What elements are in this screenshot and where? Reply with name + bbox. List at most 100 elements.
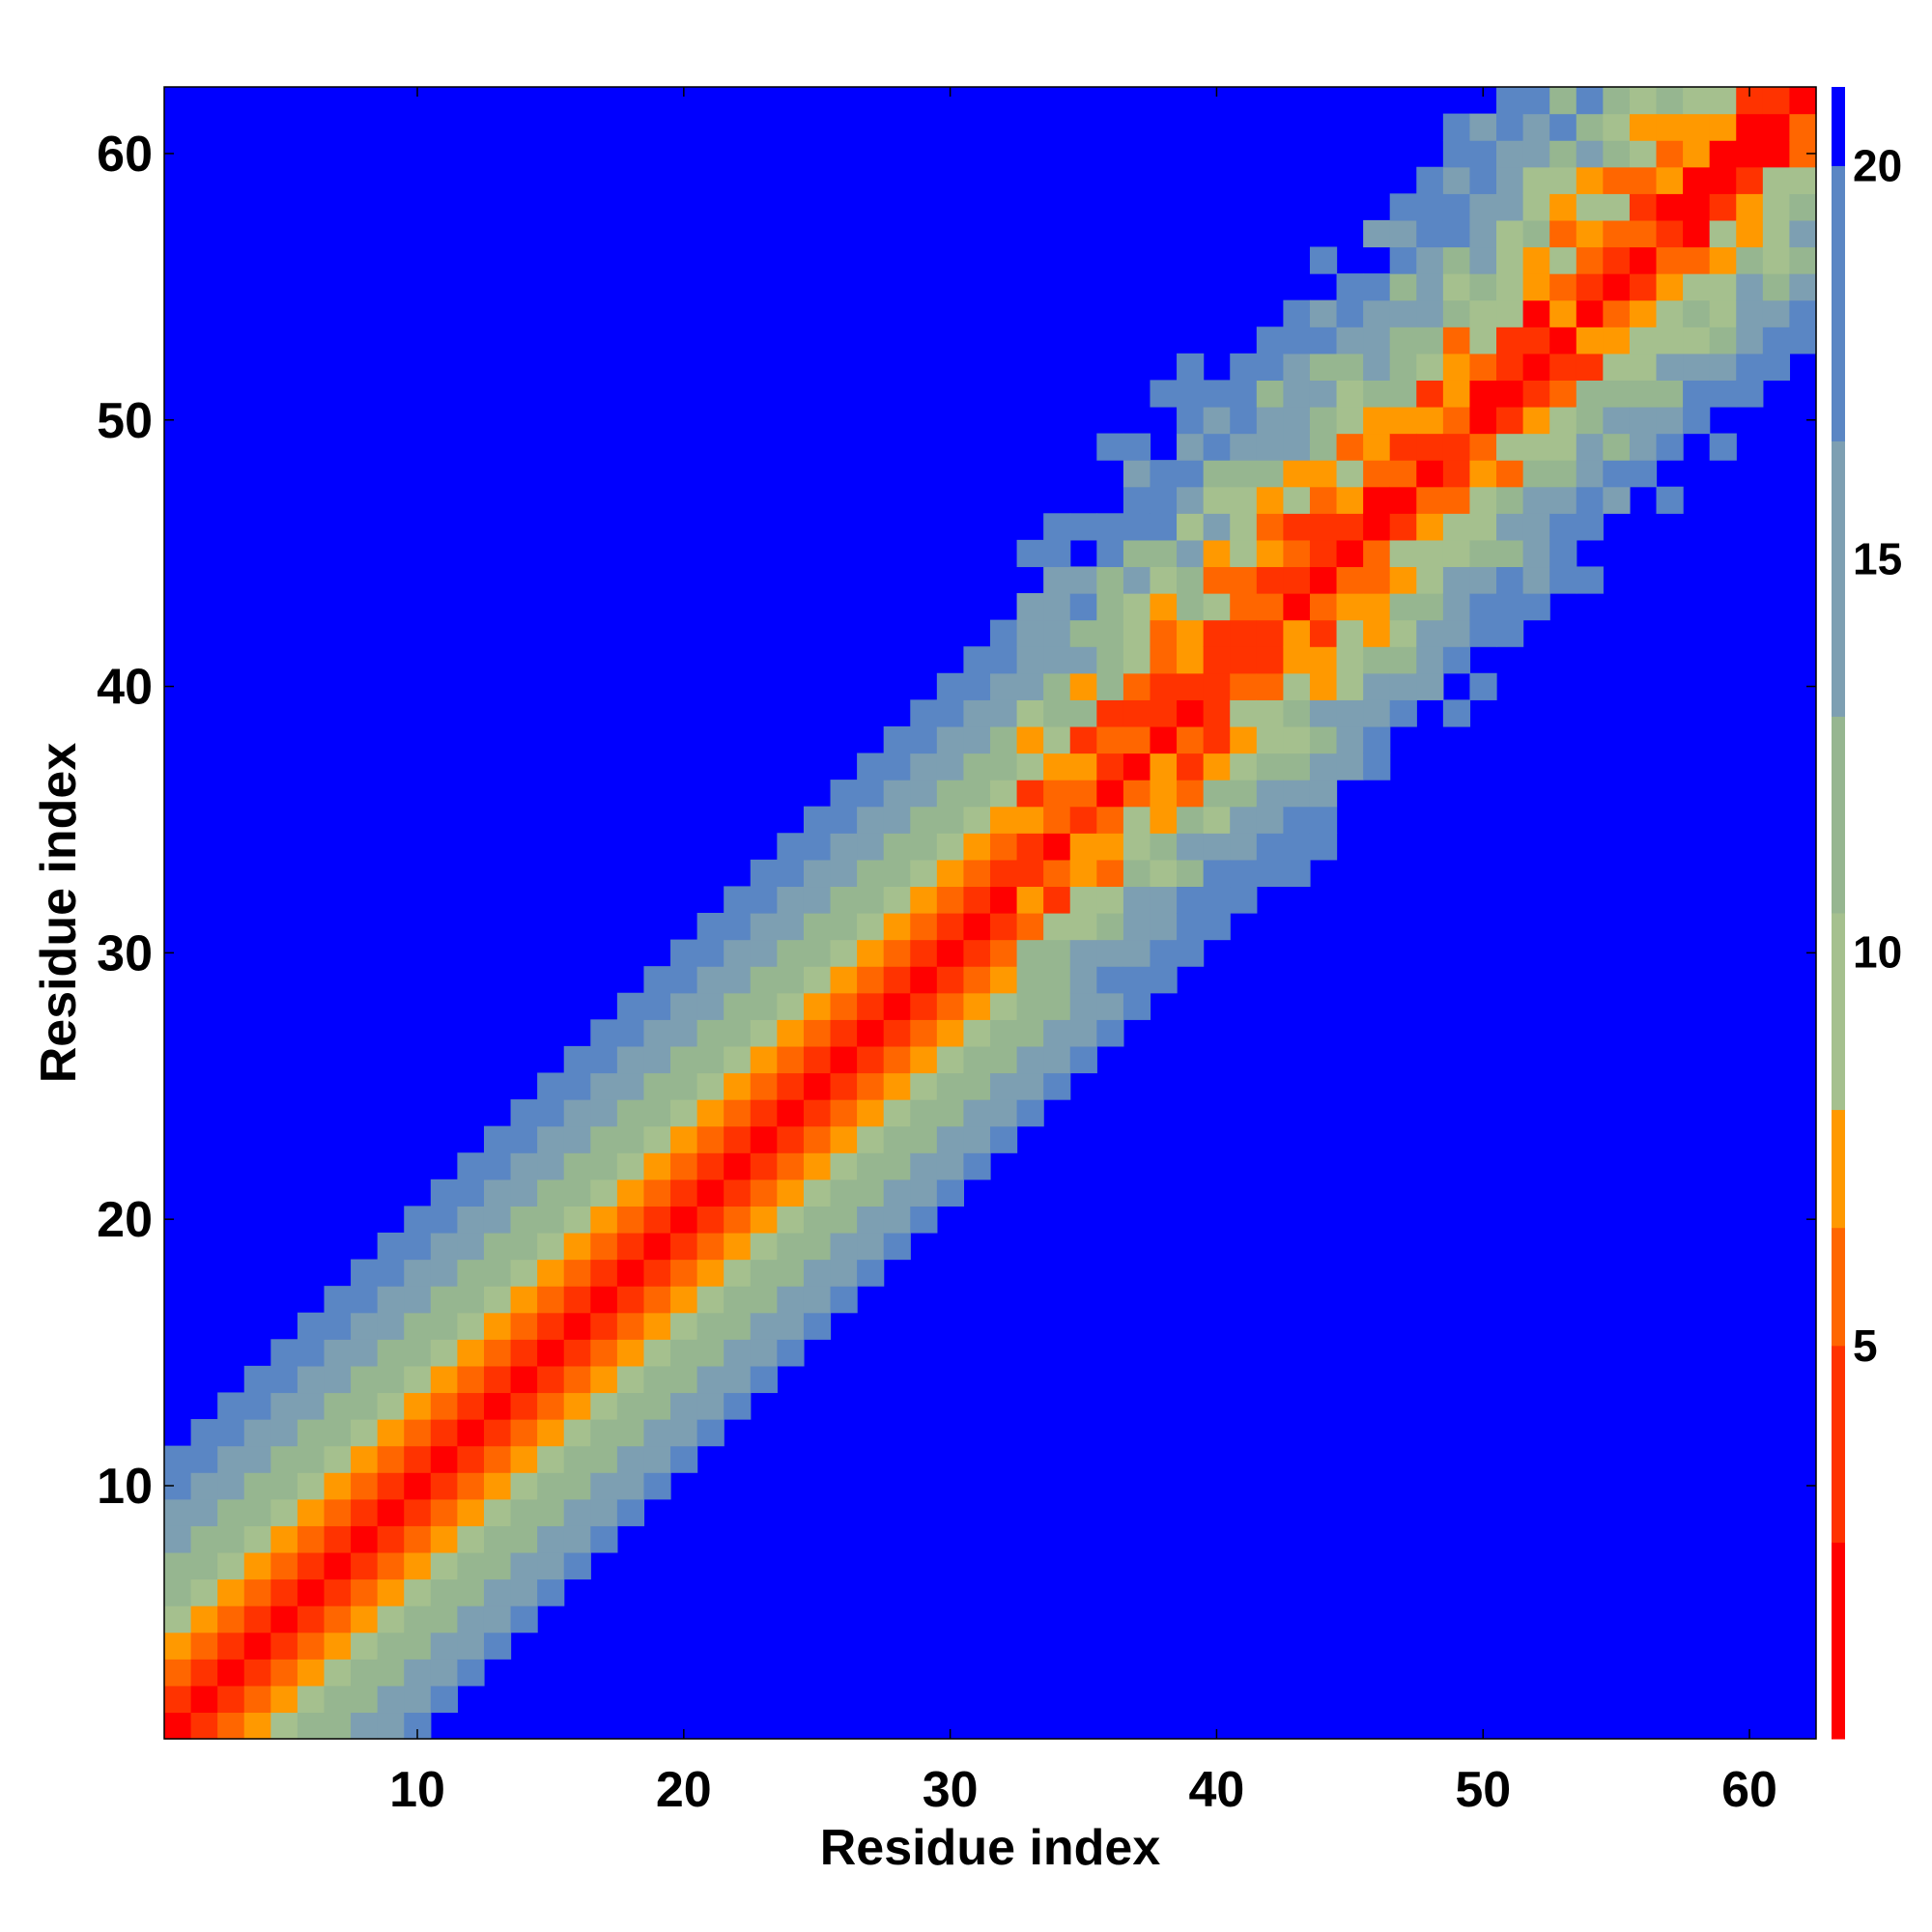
heatmap-cell (164, 1685, 192, 1714)
heatmap-cell (1709, 140, 1737, 168)
heatmap-cell (857, 1259, 885, 1287)
heatmap-cell (1096, 433, 1124, 461)
heatmap-cell (643, 1232, 671, 1261)
heatmap-cell (830, 859, 858, 888)
heatmap-cell (1496, 219, 1524, 248)
heatmap-cell (1043, 672, 1071, 700)
heatmap-cell (510, 1312, 538, 1340)
heatmap-cell (1549, 566, 1577, 594)
heatmap-cell (1177, 886, 1205, 914)
heatmap-cell (1629, 299, 1658, 327)
heatmap-cell (616, 1392, 645, 1420)
heatmap-cell (351, 1498, 379, 1526)
heatmap-cell (910, 1179, 938, 1207)
heatmap-cell (1336, 406, 1364, 435)
heatmap-cell (1469, 166, 1497, 194)
heatmap-cell (1576, 246, 1604, 274)
heatmap-cell (1709, 327, 1737, 355)
heatmap-cell (1363, 486, 1391, 514)
heatmap-cell (1150, 646, 1178, 674)
heatmap-cell (990, 806, 1018, 834)
heatmap-cell (1177, 672, 1205, 700)
heatmap-cell (830, 833, 858, 861)
heatmap-cell (670, 1419, 698, 1447)
heatmap-cell (1256, 619, 1284, 647)
heatmap-cell (990, 859, 1018, 888)
heatmap-cell (351, 1551, 379, 1580)
heatmap-cell (696, 1179, 724, 1207)
heatmap-cell (324, 1551, 352, 1580)
heatmap-cell (883, 1045, 911, 1074)
heatmap-cell (430, 1525, 458, 1553)
heatmap-cell (270, 1445, 298, 1473)
heatmap-cell (1522, 166, 1550, 194)
heatmap-cell (404, 1685, 432, 1714)
heatmap-cell (1469, 380, 1497, 408)
heatmap-cell (1789, 273, 1817, 301)
heatmap-cell (1363, 406, 1391, 435)
heatmap-cell (1177, 406, 1205, 435)
heatmap-cell (1629, 273, 1658, 301)
heatmap-cell (510, 1392, 538, 1420)
heatmap-cell (724, 1312, 752, 1340)
heatmap-cell (217, 1632, 245, 1660)
heatmap-cell (483, 1339, 512, 1367)
heatmap-cell (1709, 219, 1737, 248)
heatmap-cell (351, 1605, 379, 1634)
heatmap-cell (270, 1339, 298, 1367)
heatmap-cell (857, 753, 885, 781)
heatmap-cell (616, 1445, 645, 1473)
heatmap-cell (1230, 753, 1258, 781)
heatmap-cell (777, 1206, 805, 1234)
heatmap-cell (510, 1498, 538, 1526)
heatmap-cell (1762, 299, 1791, 327)
heatmap-cell (590, 1419, 618, 1447)
heatmap-cell (563, 1072, 591, 1100)
heatmap-cell (1363, 646, 1391, 674)
heatmap-cell (910, 966, 938, 994)
heatmap-cell (1469, 672, 1497, 700)
heatmap-cell (1496, 619, 1524, 647)
heatmap-cell (883, 1072, 911, 1100)
heatmap-cell (1549, 486, 1577, 514)
heatmap-cell (696, 1339, 724, 1367)
heatmap-cell (1230, 539, 1258, 568)
heatmap-cell (1496, 566, 1524, 594)
heatmap-cell (430, 1339, 458, 1367)
heatmap-cell (1496, 166, 1524, 194)
heatmap-cell (164, 1525, 192, 1553)
heatmap-cell (1363, 433, 1391, 461)
heatmap-cell (537, 1365, 565, 1394)
heatmap-cell (1122, 619, 1151, 647)
heatmap-cell (1069, 566, 1097, 594)
heatmap-cell (1603, 87, 1631, 115)
heatmap-cell (1789, 246, 1817, 274)
heatmap-cell (750, 886, 778, 914)
heatmap-cell (1496, 380, 1524, 408)
heatmap-cell (563, 1045, 591, 1074)
heatmap-cell (563, 1339, 591, 1367)
heatmap-cell (1442, 406, 1471, 435)
heatmap-cell (616, 992, 645, 1020)
heatmap-cell (1576, 566, 1604, 594)
heatmap-cell (270, 1685, 298, 1714)
heatmap-cell (1230, 780, 1258, 808)
heatmap-cell (243, 1605, 271, 1634)
heatmap-cell (1096, 513, 1124, 541)
heatmap-cell (1416, 353, 1444, 381)
heatmap-cell (243, 1551, 271, 1580)
heatmap-cell (910, 886, 938, 914)
heatmap-cell (1736, 380, 1764, 408)
heatmap-cell (750, 1259, 778, 1287)
heatmap-cell (1603, 219, 1631, 248)
heatmap-cell (430, 1685, 458, 1714)
heatmap-cell (1177, 859, 1205, 888)
heatmap-cell (830, 1072, 858, 1100)
heatmap-cell (457, 1498, 485, 1526)
heatmap-cell (1230, 380, 1258, 408)
heatmap-cell (724, 992, 752, 1020)
heatmap-cell (377, 1525, 405, 1553)
heatmap-cell (297, 1339, 326, 1367)
heatmap-cell (1283, 406, 1311, 435)
heatmap-cell (696, 1152, 724, 1180)
